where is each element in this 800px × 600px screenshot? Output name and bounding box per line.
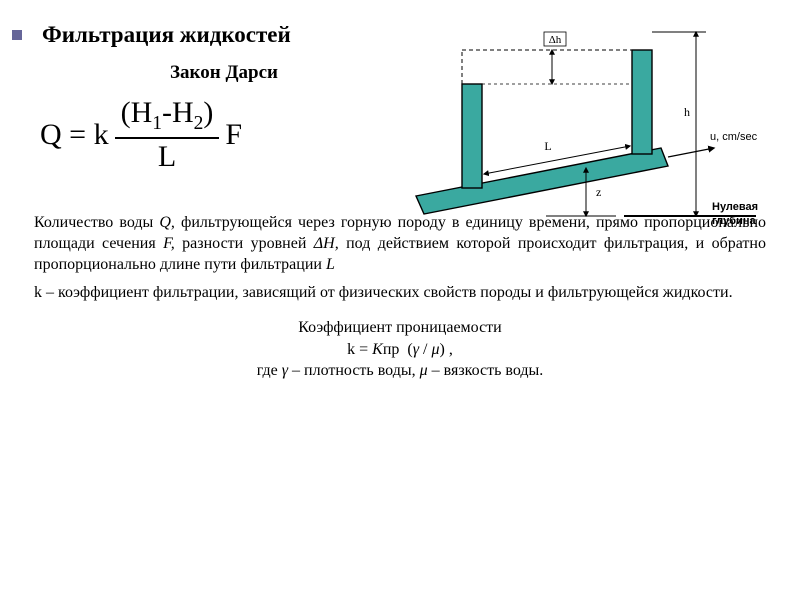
u-arrow <box>668 148 714 157</box>
fraction-bar <box>115 137 220 139</box>
page: Фильтрация жидкостей Закон Дарси Q = k (… <box>0 0 800 600</box>
formula-denominator: L <box>152 142 182 172</box>
zero-label: Нулевая <box>712 201 758 213</box>
depth-label: глубина <box>712 215 756 227</box>
permeability-title: Коэффициент проницаемости <box>34 317 766 338</box>
permeability-formula: k = Kпр (γ / μ) , <box>34 339 766 360</box>
l-label: L <box>544 139 551 153</box>
z-label: z <box>596 185 601 199</box>
u-label: u, cm/sec <box>710 131 758 143</box>
title-bullet <box>12 30 22 40</box>
formula-trail: F <box>225 118 242 152</box>
porous-medium <box>416 148 668 214</box>
h-label: h <box>684 105 690 119</box>
formula-fraction: (H1-H2) L <box>115 98 220 172</box>
k-definition: k – коэффициент фильтрации, зависящий от… <box>34 283 766 303</box>
standpipe-left <box>462 84 482 188</box>
darcy-diagram: Δh L z h u, cm/sec Нулевая глубина <box>396 20 766 240</box>
formula-lhs: Q = k <box>40 118 109 152</box>
standpipe-right <box>632 50 652 154</box>
permeability-block: Коэффициент проницаемости k = Kпр (γ / μ… <box>34 317 766 381</box>
subtitle: Закон Дарси <box>74 62 374 84</box>
formula-numerator: (H1-H2) <box>115 98 220 134</box>
permeability-where: где γ – плотность воды, μ – вязкость вод… <box>34 360 766 381</box>
dh-label: Δh <box>549 34 562 46</box>
